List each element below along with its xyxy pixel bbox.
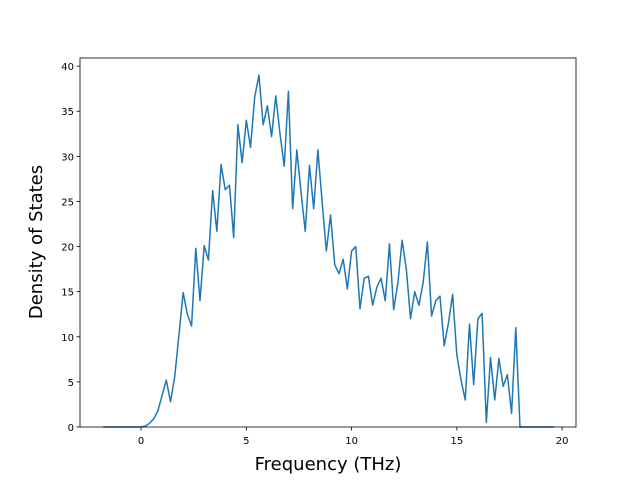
y-tick-label: 35 bbox=[61, 107, 74, 118]
x-tick-label: 15 bbox=[450, 436, 463, 447]
x-tick-label: 0 bbox=[138, 436, 144, 447]
y-tick-label: 15 bbox=[61, 288, 74, 299]
y-tick-label: 5 bbox=[68, 378, 74, 389]
x-axis-label: Frequency (THz) bbox=[255, 454, 402, 475]
y-tick-label: 25 bbox=[61, 197, 74, 208]
y-tick-label: 0 bbox=[68, 423, 74, 434]
y-tick-label: 30 bbox=[61, 152, 74, 163]
y-axis-label: Density of States bbox=[26, 165, 47, 319]
x-tick-label: 10 bbox=[345, 436, 358, 447]
y-tick-label: 40 bbox=[61, 62, 74, 73]
y-tick-label: 10 bbox=[61, 333, 74, 344]
data-line bbox=[103, 74, 554, 428]
plot-frame bbox=[79, 57, 577, 428]
x-tick-label: 5 bbox=[243, 436, 249, 447]
x-tick-label: 20 bbox=[556, 436, 569, 447]
y-tick-label: 20 bbox=[61, 243, 74, 254]
